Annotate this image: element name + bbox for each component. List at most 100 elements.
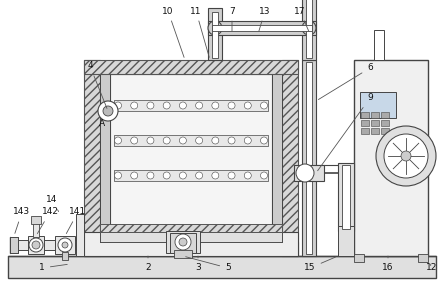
- Bar: [418, 254, 428, 262]
- Text: 5: 5: [186, 257, 231, 273]
- Circle shape: [228, 172, 235, 179]
- Bar: [338, 226, 354, 256]
- Circle shape: [179, 137, 186, 144]
- Circle shape: [212, 137, 219, 144]
- Circle shape: [58, 238, 72, 252]
- Bar: [114, 135, 268, 146]
- Text: 9: 9: [317, 94, 373, 171]
- Bar: [371, 120, 379, 126]
- Circle shape: [147, 102, 154, 109]
- Bar: [342, 165, 350, 229]
- Circle shape: [302, 21, 316, 35]
- Circle shape: [244, 137, 251, 144]
- Bar: [208, 21, 316, 35]
- Bar: [62, 252, 68, 260]
- Circle shape: [196, 137, 202, 144]
- Bar: [371, 128, 379, 134]
- Bar: [208, 8, 222, 60]
- Circle shape: [196, 102, 202, 109]
- Circle shape: [29, 238, 43, 252]
- Bar: [361, 120, 369, 126]
- Text: 11: 11: [190, 7, 209, 57]
- Circle shape: [147, 137, 154, 144]
- Circle shape: [163, 102, 170, 109]
- Text: 2: 2: [145, 256, 151, 273]
- Text: 10: 10: [162, 7, 184, 57]
- Text: 16: 16: [382, 256, 394, 273]
- Circle shape: [261, 172, 267, 179]
- Bar: [166, 231, 200, 253]
- Bar: [100, 232, 282, 242]
- Circle shape: [179, 172, 186, 179]
- Circle shape: [131, 102, 138, 109]
- Bar: [361, 128, 369, 134]
- Circle shape: [296, 164, 314, 182]
- Bar: [371, 112, 379, 118]
- Bar: [100, 232, 282, 242]
- Circle shape: [163, 172, 170, 179]
- Circle shape: [401, 151, 411, 161]
- Text: 7: 7: [229, 7, 235, 31]
- Circle shape: [228, 102, 235, 109]
- Bar: [10, 237, 18, 253]
- Bar: [212, 25, 312, 31]
- Bar: [360, 92, 396, 118]
- Circle shape: [115, 102, 122, 109]
- Text: 17: 17: [294, 7, 309, 31]
- Bar: [294, 165, 324, 181]
- Bar: [381, 112, 389, 118]
- Circle shape: [179, 238, 187, 246]
- Text: 6: 6: [318, 63, 373, 100]
- Text: 12: 12: [426, 263, 438, 273]
- Bar: [302, 0, 316, 60]
- Text: 4: 4: [87, 61, 107, 108]
- Bar: [306, 0, 312, 58]
- Bar: [381, 120, 389, 126]
- Bar: [76, 214, 84, 256]
- Bar: [114, 170, 268, 181]
- Circle shape: [115, 172, 122, 179]
- Text: 141: 141: [66, 208, 87, 234]
- Bar: [381, 128, 389, 134]
- Bar: [354, 60, 428, 256]
- Circle shape: [175, 234, 191, 250]
- Circle shape: [244, 102, 251, 109]
- Circle shape: [196, 172, 202, 179]
- Bar: [33, 222, 39, 237]
- Bar: [302, 60, 316, 256]
- Bar: [10, 240, 82, 250]
- Circle shape: [244, 172, 251, 179]
- Bar: [212, 12, 218, 58]
- Text: 143: 143: [13, 208, 31, 233]
- Circle shape: [62, 242, 68, 248]
- Bar: [84, 242, 298, 256]
- Bar: [114, 100, 268, 111]
- Bar: [100, 74, 110, 242]
- Circle shape: [228, 137, 235, 144]
- Bar: [282, 60, 298, 256]
- Circle shape: [208, 21, 222, 35]
- Bar: [55, 236, 75, 254]
- Bar: [28, 236, 44, 254]
- Bar: [31, 216, 41, 224]
- Bar: [306, 62, 312, 254]
- Circle shape: [103, 106, 113, 116]
- Circle shape: [384, 134, 428, 178]
- Circle shape: [115, 137, 122, 144]
- Bar: [174, 250, 192, 258]
- Circle shape: [261, 137, 267, 144]
- Text: 14: 14: [46, 196, 59, 212]
- Bar: [84, 242, 298, 256]
- Bar: [110, 74, 272, 232]
- Circle shape: [32, 241, 40, 249]
- Bar: [272, 74, 282, 242]
- Bar: [354, 254, 364, 262]
- Bar: [374, 30, 384, 60]
- Bar: [84, 232, 298, 256]
- Text: 3: 3: [195, 256, 201, 273]
- Circle shape: [212, 102, 219, 109]
- Text: 142: 142: [37, 208, 59, 234]
- Bar: [84, 60, 100, 256]
- Text: 1: 1: [39, 263, 67, 273]
- Text: 13: 13: [259, 7, 271, 31]
